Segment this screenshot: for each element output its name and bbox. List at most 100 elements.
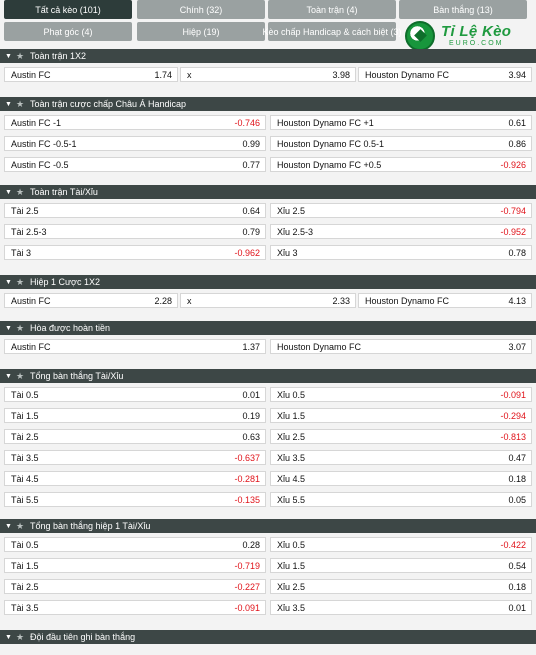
odds-cell[interactable]: Austin FC 2.28 <box>4 293 178 308</box>
odds-cell[interactable]: Houston Dynamo FC 3.07 <box>270 339 532 354</box>
odds-value: 0.18 <box>508 581 526 592</box>
selection-label: Austin FC -1 <box>11 117 62 128</box>
odds-cell[interactable]: Xỉu 2.5 0.18 <box>270 579 532 594</box>
star-icon[interactable]: ★ <box>16 631 25 642</box>
chevron-down-icon[interactable]: ▼ <box>5 522 12 530</box>
odds-cell[interactable]: Houston Dynamo FC 3.94 <box>358 67 532 82</box>
odds-cell[interactable]: Xỉu 0.5 -0.091 <box>270 387 532 402</box>
odds-cell[interactable]: Xỉu 1.5 -0.294 <box>270 408 532 423</box>
odds-cell[interactable]: Tài 5.5 -0.135 <box>4 492 266 507</box>
odds-cell[interactable]: Tài 2.5-3 0.79 <box>4 224 266 239</box>
star-icon[interactable]: ★ <box>16 186 25 197</box>
odds-cell[interactable]: Houston Dynamo FC +0.5 -0.926 <box>270 157 532 172</box>
odds-cell[interactable]: Tài 2.5 0.63 <box>4 429 266 444</box>
odds-value: -0.794 <box>500 205 526 216</box>
odds-cell[interactable]: Xỉu 3.5 0.01 <box>270 600 532 615</box>
selection-label: Houston Dynamo FC +0.5 <box>277 159 382 170</box>
odds-value: 0.01 <box>242 389 260 400</box>
tab-all[interactable]: Tất cả kèo (101) <box>4 0 132 19</box>
odds-cell[interactable]: Xỉu 0.5 -0.422 <box>270 537 532 552</box>
odds-value: 1.74 <box>154 69 172 80</box>
odds-cell[interactable]: x 3.98 <box>180 67 356 82</box>
odds-cell[interactable]: Houston Dynamo FC +1 0.61 <box>270 115 532 130</box>
odds-cell[interactable]: Xỉu 2.5 -0.794 <box>270 203 532 218</box>
odds-cell[interactable]: Tài 1.5 0.19 <box>4 408 266 423</box>
odds-cell[interactable]: Tài 4.5 -0.281 <box>4 471 266 486</box>
odds-value: -0.422 <box>500 539 526 550</box>
chevron-down-icon[interactable]: ▼ <box>5 633 12 641</box>
tab-corners[interactable]: Phạt góc (4) <box>4 22 132 41</box>
odds-cell[interactable]: Tài 3 -0.962 <box>4 245 266 260</box>
chevron-down-icon[interactable]: ▼ <box>5 100 12 108</box>
odds-cell[interactable]: Austin FC -0.5 0.77 <box>4 157 266 172</box>
odds-value: 0.63 <box>242 431 260 442</box>
section-title: Toàn trận 1X2 <box>30 51 87 61</box>
odds-cell[interactable]: Tài 3.5 -0.091 <box>4 600 266 615</box>
odds-cell[interactable]: Austin FC 1.37 <box>4 339 266 354</box>
section-header[interactable]: ▼ ★ Toàn trận Tài/Xỉu <box>0 185 536 199</box>
star-icon[interactable]: ★ <box>16 322 25 333</box>
section-header[interactable]: ▼ ★ Tổng bàn thắng hiệp 1 Tài/Xỉu <box>0 519 536 533</box>
odds-value: 3.07 <box>508 341 526 352</box>
odds-cell[interactable]: Tài 0.5 0.01 <box>4 387 266 402</box>
section-header[interactable]: ▼ ★ Tổng bàn thắng Tài/Xỉu <box>0 369 536 383</box>
odds-value: 0.28 <box>242 539 260 550</box>
selection-label: Tài 2.5 <box>11 431 39 442</box>
odds-cell[interactable]: Xỉu 1.5 0.54 <box>270 558 532 573</box>
section-header[interactable]: ▼ ★ Hòa được hoàn tiền <box>0 321 536 335</box>
odds-value: -0.637 <box>234 452 260 463</box>
star-icon[interactable]: ★ <box>16 50 25 61</box>
odds-cell[interactable]: Austin FC -0.5-1 0.99 <box>4 136 266 151</box>
selection-label: Xỉu 2.5-3 <box>277 226 314 237</box>
logo-subtext: EURO.COM <box>449 40 504 47</box>
odds-value: -0.962 <box>234 247 260 258</box>
tab-main[interactable]: Chính (32) <box>137 0 265 19</box>
star-icon[interactable]: ★ <box>16 370 25 381</box>
odds-cell[interactable]: Xỉu 5.5 0.05 <box>270 492 532 507</box>
odds-cell[interactable]: Tài 3.5 -0.637 <box>4 450 266 465</box>
star-icon[interactable]: ★ <box>16 276 25 287</box>
tab-half[interactable]: Hiệp (19) <box>137 22 265 41</box>
section-header[interactable]: ▼ ★ Hiệp 1 Cược 1X2 <box>0 275 536 289</box>
odds-cell[interactable]: Tài 1.5 -0.719 <box>4 558 266 573</box>
section-header[interactable]: ▼ ★ Toàn trận 1X2 <box>0 49 536 63</box>
selection-label: Xỉu 3 <box>277 247 298 258</box>
tab-goals[interactable]: Bàn thắng (13) <box>399 0 527 19</box>
odds-cell[interactable]: Austin FC 1.74 <box>4 67 178 82</box>
odds-cell[interactable]: Tài 2.5 0.64 <box>4 203 266 218</box>
selection-label: Houston Dynamo FC <box>277 341 362 352</box>
selection-label: Xỉu 2.5 <box>277 205 306 216</box>
section-header[interactable]: ▼ ★ Toàn trận cược chấp Châu Á Handicap <box>0 97 536 111</box>
chevron-down-icon[interactable]: ▼ <box>5 278 12 286</box>
chevron-down-icon[interactable]: ▼ <box>5 324 12 332</box>
logo-text: Tỉ Lệ Kèo <box>441 23 512 40</box>
star-icon[interactable]: ★ <box>16 98 25 109</box>
odds-cell[interactable]: Xỉu 4.5 0.18 <box>270 471 532 486</box>
chevron-down-icon[interactable]: ▼ <box>5 188 12 196</box>
section-title: Tổng bàn thắng hiệp 1 Tài/Xỉu <box>30 521 151 531</box>
odds-cell[interactable]: Houston Dynamo FC 0.5-1 0.86 <box>270 136 532 151</box>
star-icon[interactable]: ★ <box>16 520 25 531</box>
odds-cell[interactable]: x 2.33 <box>180 293 356 308</box>
odds-cell[interactable]: Tài 0.5 0.28 <box>4 537 266 552</box>
tab-full-match[interactable]: Toàn trận (4) <box>268 0 396 19</box>
tab-handicap[interactable]: Kèo chấp Handicap & cách biệt (3) <box>262 22 402 41</box>
site-logo[interactable]: Tỉ Lệ Kèo EURO.COM <box>403 20 523 51</box>
odds-cell[interactable]: Xỉu 2.5 -0.813 <box>270 429 532 444</box>
odds-value: -0.091 <box>234 602 260 613</box>
odds-value: 0.99 <box>242 138 260 149</box>
selection-label: Tài 2.5-3 <box>11 226 47 237</box>
odds-cell[interactable]: Tài 2.5 -0.227 <box>4 579 266 594</box>
odds-cell[interactable]: Austin FC -1 -0.746 <box>4 115 266 130</box>
chevron-down-icon[interactable]: ▼ <box>5 52 12 60</box>
chevron-down-icon[interactable]: ▼ <box>5 372 12 380</box>
odds-value: 0.18 <box>508 473 526 484</box>
selection-label: Houston Dynamo FC 0.5-1 <box>277 138 385 149</box>
odds-cell[interactable]: Xỉu 2.5-3 -0.952 <box>270 224 532 239</box>
odds-cell[interactable]: Xỉu 3 0.78 <box>270 245 532 260</box>
selection-label: Xỉu 5.5 <box>277 494 306 505</box>
selection-label: Austin FC <box>11 341 51 352</box>
section-header[interactable]: ▼ ★ Đội đầu tiên ghi bàn thắng <box>0 630 536 644</box>
odds-cell[interactable]: Xỉu 3.5 0.47 <box>270 450 532 465</box>
odds-cell[interactable]: Houston Dynamo FC 4.13 <box>358 293 532 308</box>
